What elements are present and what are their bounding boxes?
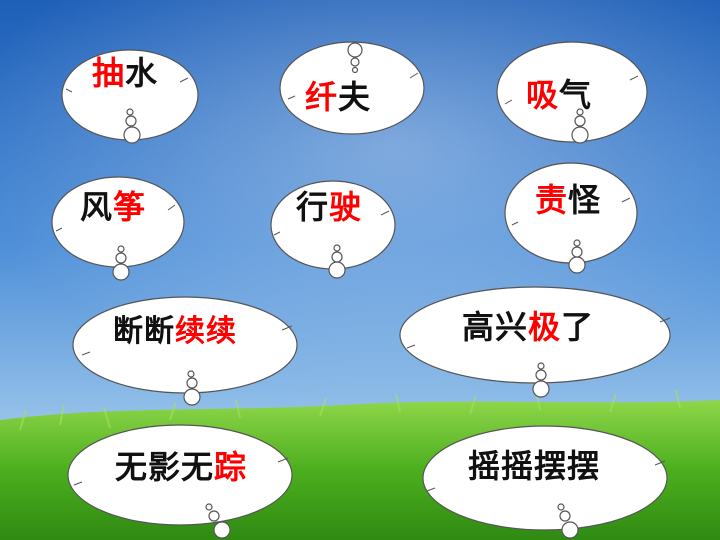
thought-cloud-6 xyxy=(504,162,638,274)
word-part: 踪 xyxy=(214,448,248,486)
word-xing-shi: 行驶 xyxy=(296,182,362,228)
word-chou-shui: 抽水 xyxy=(92,48,158,94)
word-part: 筝 xyxy=(113,188,147,226)
word-part: 断断 xyxy=(113,314,175,349)
word-duan-duan-xu-xu: 断断续续 xyxy=(113,306,237,350)
word-part: 抽 xyxy=(92,54,126,92)
word-part: 极 xyxy=(528,308,562,346)
thought-cloud-1 xyxy=(61,49,199,144)
word-part: 行 xyxy=(296,188,330,226)
word-qian-fu: 纤夫 xyxy=(305,72,371,118)
word-part: 驶 xyxy=(329,188,363,226)
thought-cloud-7 xyxy=(72,296,298,406)
thought-cloud-3 xyxy=(496,41,648,144)
word-gao-xing-ji-le: 高兴极了 xyxy=(462,302,594,348)
word-part: 摇摇摆摆 xyxy=(468,447,601,485)
word-part: 吸 xyxy=(526,76,560,114)
thought-cloud-4 xyxy=(51,176,185,281)
word-part: 高兴 xyxy=(462,308,529,346)
word-part: 纤 xyxy=(305,78,339,116)
word-part: 无影无 xyxy=(115,448,215,486)
word-part: 续续 xyxy=(175,314,237,349)
word-feng-zheng: 风筝 xyxy=(80,182,146,228)
word-part: 气 xyxy=(559,76,593,114)
word-part: 怪 xyxy=(568,181,602,219)
word-part: 风 xyxy=(80,188,114,226)
word-part: 夫 xyxy=(338,78,372,116)
word-part: 水 xyxy=(125,54,159,92)
word-part: 了 xyxy=(561,308,595,346)
thought-cloud-2 xyxy=(279,41,425,135)
word-part: 责 xyxy=(535,181,569,219)
word-ze-guai: 责怪 xyxy=(535,175,601,221)
word-xi-qi: 吸气 xyxy=(526,70,592,116)
thought-cloud-8 xyxy=(399,286,671,398)
word-wu-ying-wu-zong: 无影无踪 xyxy=(115,442,247,488)
thought-cloud-5 xyxy=(270,180,396,279)
thought-cloud-10 xyxy=(422,425,668,539)
word-yao-yao-bai-bai: 摇摇摆摆 xyxy=(468,441,600,487)
thought-cloud-9 xyxy=(67,424,293,539)
